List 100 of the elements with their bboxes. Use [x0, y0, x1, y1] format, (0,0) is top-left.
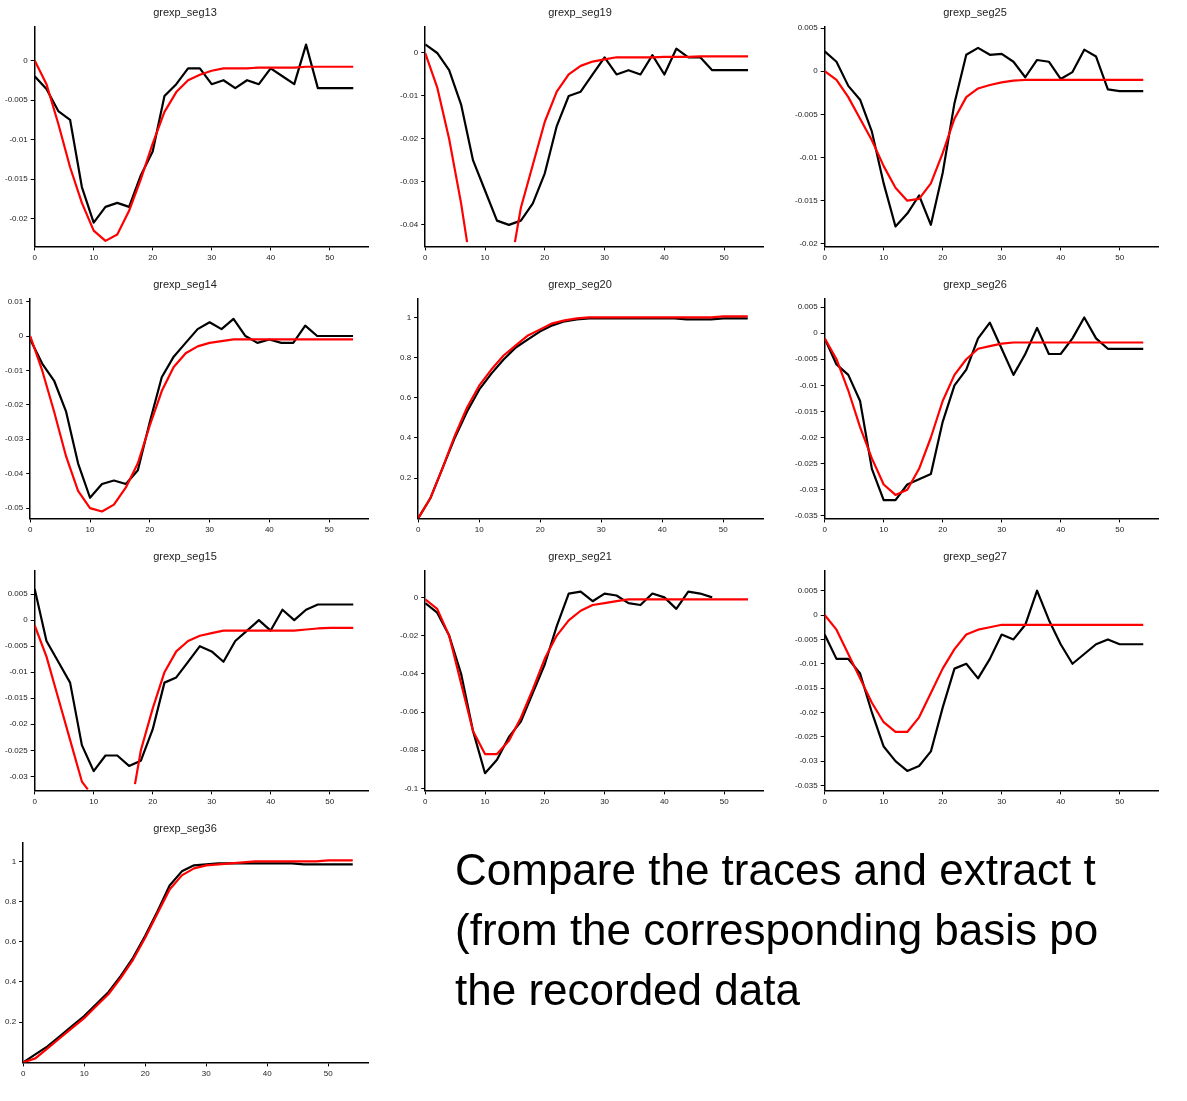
chart-title: grexp_seg13 [153, 5, 217, 18]
chart-title: grexp_seg14 [153, 277, 217, 290]
x-tick-label: 30 [207, 253, 217, 263]
y-tick-label: -0.05 [5, 503, 24, 513]
y-tick-label: -0.02 [799, 707, 819, 717]
y-tick-label: 0.4 [400, 433, 412, 443]
y-tick-label: 0.2 [5, 1017, 17, 1027]
y-tick-label: -0.03 [799, 756, 819, 766]
y-tick-label: -0.03 [799, 484, 819, 494]
y-tick-label: -0.005 [5, 641, 29, 651]
x-tick-label: 20 [148, 253, 158, 263]
x-tick-label: 10 [474, 525, 485, 535]
x-tick-label: 50 [325, 253, 335, 263]
x-tick-label: 20 [140, 1069, 151, 1079]
y-tick-label: -0.02 [400, 134, 419, 144]
y-tick-label: -0.03 [400, 177, 419, 187]
x-tick-label: 20 [938, 253, 948, 263]
x-tick-label: 50 [1115, 253, 1125, 263]
y-tick-label: -0.005 [795, 109, 819, 119]
y-tick-label: 0 [413, 48, 419, 58]
x-tick-label: 40 [266, 253, 276, 263]
x-tick-label: 20 [148, 797, 158, 807]
x-tick-label: 50 [719, 253, 730, 263]
chart-title: grexp_seg19 [548, 5, 612, 18]
x-tick-label: 20 [145, 525, 155, 535]
y-tick-label: 0.005 [7, 589, 29, 599]
x-tick-label: 30 [600, 253, 610, 263]
x-tick-label: 40 [659, 253, 670, 263]
x-tick-label: 30 [600, 797, 610, 807]
x-tick-label: 40 [657, 525, 668, 535]
y-tick-label: 1 [11, 856, 17, 866]
x-tick-label: 40 [659, 797, 670, 807]
y-tick-label: 0.005 [797, 23, 819, 33]
x-tick-label: 30 [997, 797, 1007, 807]
y-tick-label: -0.01 [799, 152, 819, 162]
x-tick-label: 20 [938, 797, 948, 807]
x-tick-label: 10 [480, 797, 491, 807]
chart-title: grexp_seg27 [943, 549, 1007, 562]
x-tick-label: 10 [89, 253, 99, 263]
y-tick-label: 0 [23, 55, 29, 65]
x-tick-label: 50 [323, 1069, 334, 1079]
chart-title: grexp_seg15 [153, 549, 217, 562]
x-tick-label: 20 [540, 253, 550, 263]
x-tick-label: 20 [540, 797, 550, 807]
x-tick-label: 10 [879, 253, 889, 263]
y-tick-label: -0.01 [9, 667, 29, 677]
x-tick-label: 20 [938, 525, 948, 535]
x-tick-label: 40 [264, 525, 275, 535]
y-tick-label: -0.015 [795, 195, 819, 205]
x-tick-label: 40 [1056, 525, 1066, 535]
y-tick-label: -0.01 [799, 380, 819, 390]
x-tick-label: 30 [201, 1069, 212, 1079]
y-tick-label: -0.02 [400, 630, 419, 640]
y-tick-label: -0.03 [9, 771, 29, 781]
y-tick-label: -0.025 [795, 458, 819, 468]
x-tick-label: 20 [535, 525, 546, 535]
y-tick-label: -0.035 [795, 510, 819, 520]
x-tick-label: 30 [207, 797, 217, 807]
y-tick-label: 0 [813, 610, 819, 620]
x-tick-label: 30 [205, 525, 215, 535]
y-tick-label: 0.6 [5, 936, 17, 946]
y-tick-label: -0.03 [5, 434, 24, 444]
y-tick-label: -0.1 [404, 783, 419, 793]
y-tick-label: 1 [406, 312, 412, 322]
x-tick-label: 0 [822, 253, 828, 263]
x-tick-label: 0 [822, 525, 828, 535]
y-tick-label: -0.01 [9, 134, 29, 144]
y-tick-label: -0.015 [5, 174, 29, 184]
x-tick-label: 30 [997, 525, 1007, 535]
y-tick-label: -0.005 [5, 95, 29, 105]
y-tick-label: -0.015 [5, 693, 29, 703]
y-tick-label: -0.04 [5, 468, 24, 478]
y-tick-label: -0.08 [400, 745, 419, 755]
x-tick-label: 40 [1056, 797, 1066, 807]
y-tick-label: 0.4 [5, 977, 17, 987]
x-tick-label: 50 [324, 525, 335, 535]
x-tick-label: 0 [423, 253, 429, 263]
y-tick-label: -0.025 [5, 745, 29, 755]
y-tick-label: -0.02 [5, 400, 24, 410]
x-tick-label: 10 [89, 797, 99, 807]
y-tick-label: -0.015 [795, 406, 819, 416]
y-tick-label: 0.2 [400, 473, 412, 483]
y-tick-label: -0.005 [795, 354, 819, 364]
y-tick-label: 0.8 [400, 352, 412, 362]
chart-title: grexp_seg25 [943, 5, 1007, 18]
y-tick-label: -0.02 [799, 239, 819, 249]
x-tick-label: 0 [822, 797, 828, 807]
y-tick-label: 0 [413, 592, 419, 602]
x-tick-label: 40 [266, 797, 276, 807]
x-tick-label: 50 [1115, 525, 1125, 535]
x-tick-label: 0 [32, 253, 38, 263]
chart-title: grexp_seg36 [153, 821, 217, 834]
y-tick-label: 0.005 [797, 302, 819, 312]
y-tick-label: 0.005 [797, 585, 819, 595]
chart-title: grexp_seg26 [943, 277, 1007, 290]
chart-title: grexp_seg20 [548, 277, 612, 290]
x-tick-label: 40 [1056, 253, 1066, 263]
text: (from the corresponding basis po [455, 904, 1100, 956]
y-tick-label: 0 [23, 615, 29, 625]
x-tick-label: 50 [1115, 797, 1125, 807]
